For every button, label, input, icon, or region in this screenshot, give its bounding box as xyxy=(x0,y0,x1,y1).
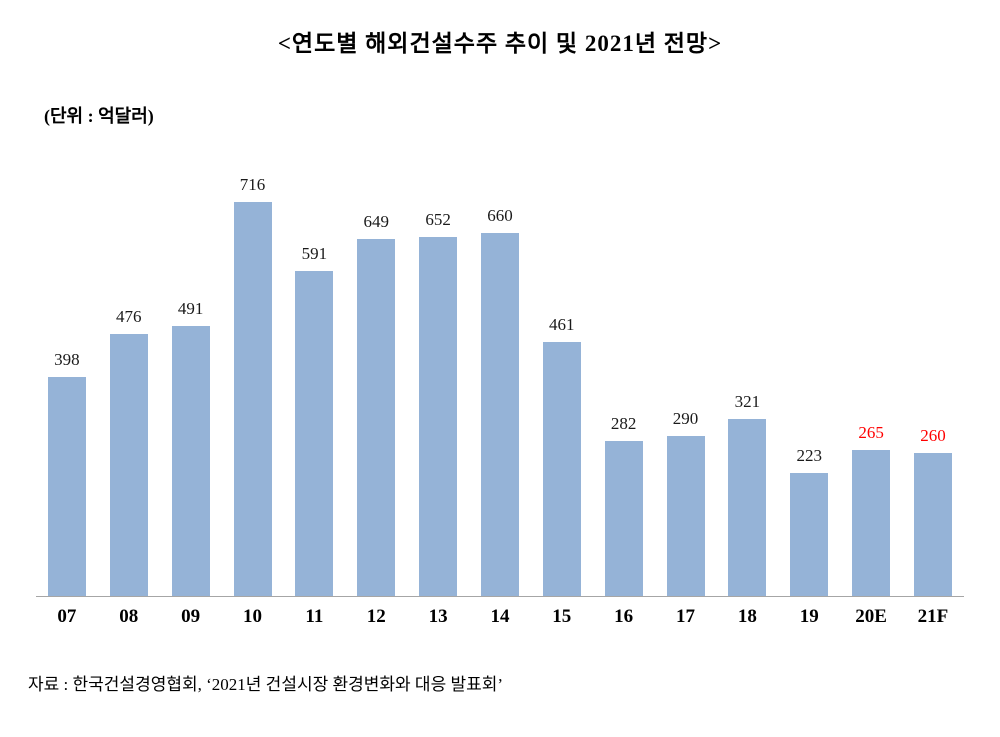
bar-group: 321 xyxy=(716,392,778,596)
bar xyxy=(480,233,519,596)
category-label: 20E xyxy=(855,606,887,627)
bar-group: 223 xyxy=(778,446,840,596)
bar xyxy=(913,453,952,596)
bar xyxy=(47,377,86,596)
category-label: 12 xyxy=(366,606,386,627)
category-label: 07 xyxy=(57,606,77,627)
bar-value-label: 652 xyxy=(425,210,451,229)
bar xyxy=(790,473,829,596)
bar xyxy=(109,334,148,596)
bar-value-label: 461 xyxy=(549,315,575,334)
bar xyxy=(357,239,396,596)
category-label: 18 xyxy=(737,606,757,627)
category-label: 19 xyxy=(799,606,819,627)
category-label: 15 xyxy=(552,606,572,627)
bar-group: 716 xyxy=(222,175,284,596)
bar-value-label: 491 xyxy=(177,299,204,318)
bar-value-label: 290 xyxy=(672,409,699,428)
category-label: 10 xyxy=(243,606,262,627)
category-label: 14 xyxy=(490,606,510,627)
bar-group: 491 xyxy=(160,299,222,596)
category-label: 16 xyxy=(614,606,634,627)
bar-value-label: 649 xyxy=(363,212,389,231)
bar xyxy=(295,271,334,596)
category-label: 09 xyxy=(181,606,201,627)
bar xyxy=(852,450,891,596)
bar-group: 260 xyxy=(902,426,964,596)
bar-group: 461 xyxy=(531,315,593,596)
category-label: 21F xyxy=(917,606,949,627)
bar xyxy=(604,441,643,596)
bar-group: 290 xyxy=(655,409,717,596)
bar-value-label: 265 xyxy=(858,423,884,442)
bar-value-label: 591 xyxy=(301,244,328,263)
bar-value-label: 282 xyxy=(610,414,637,433)
bar xyxy=(542,342,581,596)
bar-group: 398 xyxy=(36,350,98,596)
category-label: 17 xyxy=(676,606,696,627)
bar xyxy=(419,237,458,596)
bar-value-label: 660 xyxy=(487,206,513,225)
bar-group: 265 xyxy=(840,423,902,596)
bar-value-label: 260 xyxy=(920,426,946,445)
bar-value-label: 716 xyxy=(239,175,266,194)
bar xyxy=(666,436,705,596)
bar xyxy=(233,202,272,596)
bar-group: 282 xyxy=(593,414,655,596)
bar xyxy=(171,326,210,596)
bar-value-label: 223 xyxy=(796,446,822,465)
category-label: 13 xyxy=(428,606,448,627)
bar-value-label: 398 xyxy=(54,350,80,369)
bar-group: 476 xyxy=(98,307,160,596)
bar-chart: 398 476 491 716 591 649 652 660 461 282 290 321 223 2… xyxy=(36,144,964,628)
bar-value-label: 321 xyxy=(734,392,761,411)
bar-group: 649 xyxy=(345,212,407,596)
category-label: 08 xyxy=(119,606,139,627)
bar-group: 652 xyxy=(407,210,469,596)
bar-value-label: 476 xyxy=(116,307,142,326)
bar-group: 591 xyxy=(283,244,345,596)
source-note: 자료 : 한국건설경영협회, ‘2021년 건설시장 환경변화와 대응 발표회’ xyxy=(28,675,504,694)
chart-title: <연도별 해외건설수주 추이 및 2021년 전망> xyxy=(277,31,723,56)
unit-label: (단위 : 억달러) xyxy=(44,106,154,126)
category-label: 11 xyxy=(305,606,324,627)
bar-chart-bars: 398 476 491 716 591 649 652 660 461 282 290 321 223 2… xyxy=(36,144,964,597)
bar-chart-categories: 07 08 09 10 11 12 13 14 15 16 17 18 19 20E 21F xyxy=(36,597,964,628)
bar xyxy=(728,419,767,596)
bar-group: 660 xyxy=(469,206,531,596)
